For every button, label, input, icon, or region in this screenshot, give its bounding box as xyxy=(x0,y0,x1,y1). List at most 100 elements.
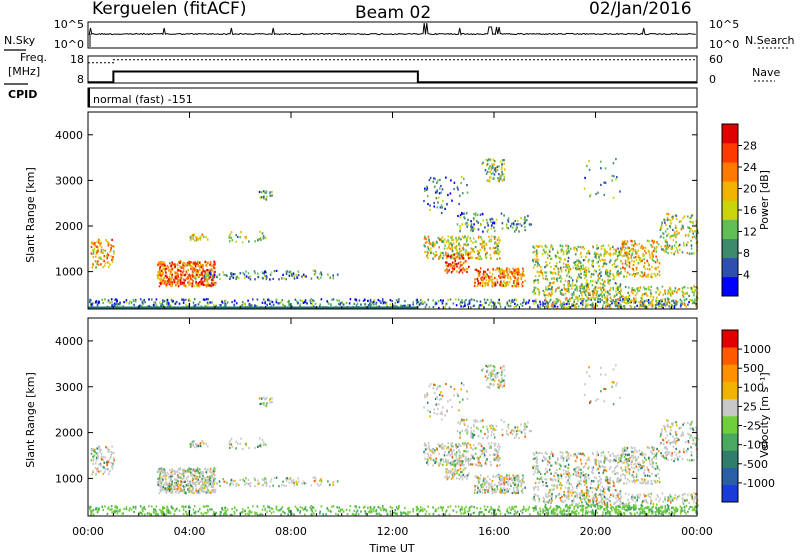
velocity-cell xyxy=(621,513,623,516)
power-cell xyxy=(619,299,622,302)
power-cell xyxy=(159,272,162,275)
power-cell xyxy=(228,235,231,238)
power-cell xyxy=(615,302,618,305)
power-cell xyxy=(638,289,641,292)
power-cell xyxy=(211,267,213,270)
power-cell xyxy=(564,306,566,309)
power-cell xyxy=(97,248,99,251)
power-cell xyxy=(592,259,594,262)
power-cell xyxy=(581,302,584,305)
power-cell xyxy=(501,222,504,225)
velocity-cell xyxy=(224,509,226,512)
velocity-cell xyxy=(173,485,175,488)
velocity-cell xyxy=(512,507,515,510)
velocity-cell xyxy=(545,511,548,514)
velocity-cell xyxy=(200,472,203,475)
velocity-cell xyxy=(424,513,427,516)
power-cell xyxy=(550,271,552,274)
velocity-cell xyxy=(207,505,209,508)
velocity-cell xyxy=(113,459,115,462)
velocity-cell xyxy=(244,513,247,516)
power-cell xyxy=(587,297,590,300)
power-cell xyxy=(550,265,552,268)
power-cell xyxy=(206,280,209,283)
power-cell xyxy=(164,280,167,283)
power-cell xyxy=(530,223,532,226)
velocity-cell xyxy=(219,513,222,516)
power-cell xyxy=(372,300,375,303)
power-cell xyxy=(609,306,612,309)
velocity-cell xyxy=(164,487,167,490)
power-cell xyxy=(488,179,491,182)
power-cell xyxy=(458,271,461,274)
power-cell xyxy=(594,286,597,289)
power-cell xyxy=(497,268,500,271)
velocity-cell xyxy=(181,468,184,472)
power-cell xyxy=(448,263,450,266)
power-cell xyxy=(501,272,504,275)
power-cell xyxy=(459,216,461,219)
velocity-cell xyxy=(468,509,471,512)
power-cell xyxy=(293,275,295,278)
power-cell xyxy=(116,300,118,303)
power-cell xyxy=(635,251,638,254)
velocity-cell xyxy=(464,511,466,514)
power-cell xyxy=(666,218,669,222)
power-cell xyxy=(637,272,639,275)
power-cell xyxy=(537,287,539,291)
velocity-cell xyxy=(207,489,209,492)
velocity-cell xyxy=(230,478,233,481)
power-cell xyxy=(110,255,113,258)
power-cell xyxy=(265,190,268,193)
velocity-cell xyxy=(643,512,645,515)
colorbar-segment xyxy=(722,276,738,297)
velocity-cell xyxy=(204,467,207,470)
power-cell xyxy=(604,181,607,184)
power-cell xyxy=(434,191,437,194)
power-cell xyxy=(490,235,493,238)
velocity-cell xyxy=(486,505,489,508)
velocity-cell xyxy=(187,512,190,515)
velocity-cell xyxy=(91,473,94,476)
power-cell xyxy=(504,168,506,171)
power-cell xyxy=(664,300,667,303)
nsky-label: N.Sky xyxy=(4,34,36,47)
power-cell xyxy=(515,227,517,230)
velocity-cell xyxy=(585,506,587,509)
velocity-cell xyxy=(266,482,268,486)
power-cell xyxy=(606,303,609,306)
power-cell xyxy=(655,291,657,294)
velocity-cell xyxy=(283,484,285,487)
power-cell xyxy=(497,248,499,251)
power-cell xyxy=(425,254,428,258)
power-cell xyxy=(462,262,465,265)
velocity-cell xyxy=(464,457,467,461)
power-cell xyxy=(187,281,189,284)
power-cell xyxy=(681,302,683,305)
power-cell xyxy=(384,301,387,304)
velocity-cell xyxy=(94,508,97,511)
power-cell xyxy=(269,192,271,195)
power-cell xyxy=(532,245,535,248)
velocity-cell xyxy=(195,445,198,449)
power-cell xyxy=(492,172,494,175)
power-cell xyxy=(533,281,535,284)
power-cell xyxy=(690,221,692,224)
power-cell xyxy=(216,275,218,278)
power-cell xyxy=(158,278,161,281)
velocity-cell xyxy=(229,446,231,450)
power-cell xyxy=(520,224,523,227)
power-cell xyxy=(691,299,693,302)
power-cell xyxy=(630,249,632,252)
power-cell xyxy=(234,273,236,276)
power-cell xyxy=(535,260,537,263)
power-cell xyxy=(190,277,192,280)
power-cell xyxy=(182,278,185,281)
power-cell xyxy=(483,270,485,273)
power-cell xyxy=(97,260,99,263)
power-cell xyxy=(658,302,660,305)
velocity-cell xyxy=(322,513,324,516)
power-cell xyxy=(112,250,115,253)
power-cell xyxy=(189,239,192,242)
